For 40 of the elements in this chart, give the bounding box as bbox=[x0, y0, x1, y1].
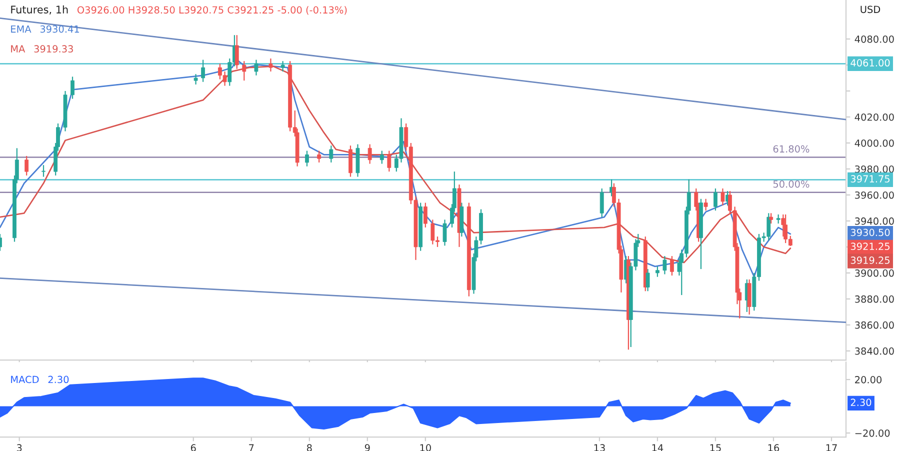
x-tick-label: 14 bbox=[652, 444, 664, 451]
text: 3930.50 bbox=[850, 228, 890, 236]
x-tick-label: 17 bbox=[826, 444, 837, 451]
y-tick-label: 3980.00 bbox=[855, 165, 894, 173]
series-label: MACD bbox=[11, 376, 39, 384]
annotation: 3930.41 bbox=[40, 25, 79, 33]
text: 2.30 bbox=[850, 398, 872, 406]
x-tick-label: 10 bbox=[420, 444, 431, 451]
y-tick-label: 3880.00 bbox=[855, 295, 894, 303]
y-tick-label: 3940.00 bbox=[855, 217, 894, 225]
x-tick-label: 6 bbox=[190, 444, 196, 451]
ref-line-label: 3971.75 bbox=[850, 175, 890, 183]
x-tick-label: 15 bbox=[710, 444, 721, 451]
x-tick-label: 16 bbox=[768, 444, 780, 451]
x-tick-label: 8 bbox=[306, 444, 312, 451]
x-tick-label: 13 bbox=[594, 444, 605, 451]
annotation: 3919.33 bbox=[34, 45, 73, 53]
y-tick-label: 3840.00 bbox=[855, 347, 894, 355]
y-tick-label: 4000.00 bbox=[854, 139, 894, 147]
x-tick-label: 3 bbox=[16, 444, 22, 451]
y-tick-label: 4020.00 bbox=[854, 113, 894, 121]
y-tick-label: 4080.00 bbox=[854, 35, 894, 43]
text: 3919.25 bbox=[850, 256, 890, 264]
x-tick-label: 9 bbox=[364, 444, 370, 451]
y-tick-label: 3960.00 bbox=[855, 191, 894, 199]
y-tick-label: 3860.00 bbox=[855, 321, 894, 329]
annotation: O3926.00 H3928.50 L3920.75 C3921.25 -5.00 (-0.13%) bbox=[77, 6, 347, 15]
y-tick-label: 20.00 bbox=[855, 376, 882, 384]
text: EMA bbox=[11, 26, 32, 33]
ref-line-label: 4061.00 bbox=[850, 59, 890, 67]
text: MA bbox=[11, 45, 26, 52]
annotation: 50.00% bbox=[773, 180, 810, 188]
text: USD bbox=[860, 6, 880, 14]
x-tick-label: 7 bbox=[249, 444, 254, 451]
y-tick-label: −20.00 bbox=[855, 429, 890, 437]
annotation: 2.30 bbox=[48, 376, 69, 384]
chart-title: Futures, 1h bbox=[11, 5, 68, 15]
text: 3921.25 bbox=[850, 242, 890, 250]
annotation: 61.80% bbox=[773, 145, 810, 153]
y-tick-label: 3900.00 bbox=[855, 269, 894, 277]
